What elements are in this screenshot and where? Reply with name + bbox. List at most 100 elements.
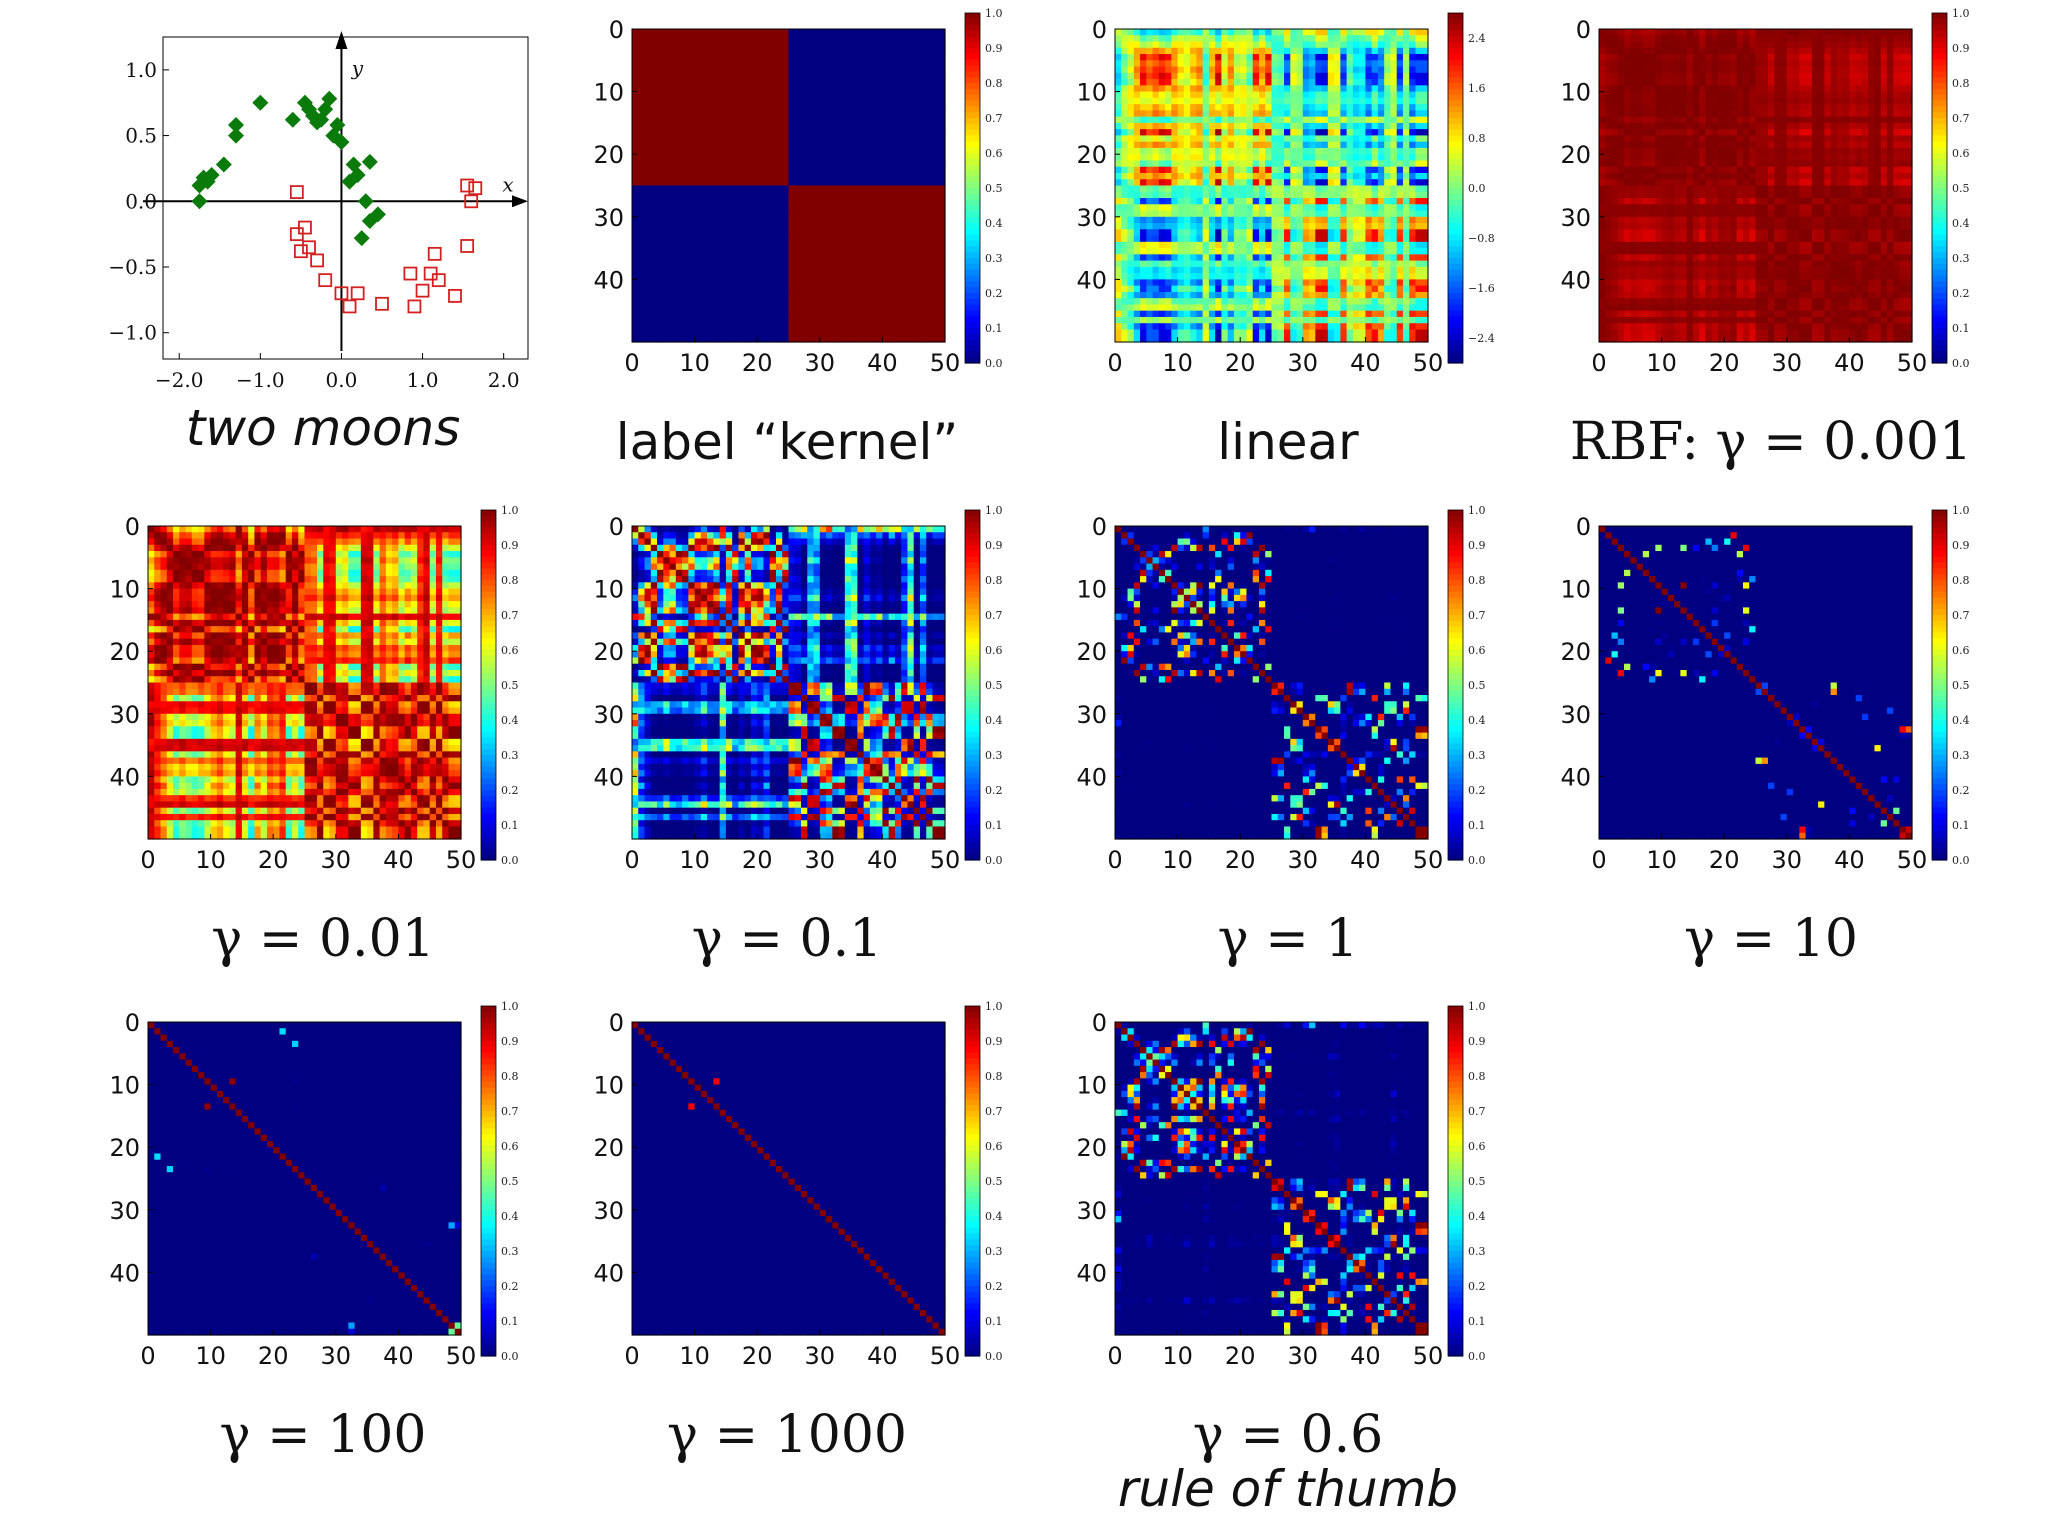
x-tick-label: −2.0	[155, 368, 204, 392]
heatmap-cell	[744, 191, 752, 199]
heatmap-cell	[1277, 285, 1285, 293]
heatmap-cell	[1165, 60, 1172, 68]
heatmap-cell	[1190, 72, 1197, 80]
heatmap-cell	[1158, 316, 1166, 324]
heatmap-cell	[644, 166, 652, 174]
heatmap-cell	[819, 60, 827, 68]
heatmap-cell	[694, 85, 702, 93]
heatmap-cell	[1171, 235, 1179, 243]
heatmap-cell	[807, 291, 815, 299]
heatmap-cell	[863, 160, 871, 168]
heatmap-cell	[700, 72, 708, 80]
heatmap-cell	[1271, 97, 1279, 105]
heatmap-cell	[1158, 204, 1166, 212]
heatmap-cell	[894, 248, 902, 255]
heatmap-cell	[1290, 179, 1298, 187]
heatmap-cell	[801, 160, 808, 168]
heatmap-cell	[1183, 285, 1191, 293]
heatmap-cell	[932, 204, 940, 212]
heatmap-cell	[1290, 298, 1298, 306]
colorbar-segment	[965, 71, 980, 78]
heatmap-cell	[638, 335, 646, 343]
heatmap-cell	[819, 235, 827, 243]
heatmap-cell	[1327, 116, 1335, 124]
heatmap-cell	[1258, 285, 1266, 293]
colorbar-segment	[965, 48, 980, 55]
heatmap-cell	[769, 198, 777, 205]
heatmap-cell	[1240, 35, 1248, 43]
heatmap-cell	[1221, 110, 1229, 118]
heatmap-cell	[913, 323, 921, 331]
heatmap-cell	[844, 122, 852, 130]
heatmap-cell	[644, 104, 652, 111]
heatmap-cell	[1208, 241, 1216, 249]
heatmap-cell	[682, 235, 689, 243]
heatmap-cell	[1227, 35, 1235, 43]
heatmap-cell	[882, 285, 890, 293]
heatmap-cell	[1346, 185, 1354, 193]
colorbar-tick-label: 0.4	[985, 217, 1003, 230]
heatmap-cell	[801, 248, 808, 255]
heatmap-cell	[1158, 166, 1166, 174]
heatmap-cell	[1252, 29, 1260, 36]
heatmap-cell	[644, 29, 652, 36]
heatmap-cell	[1365, 266, 1373, 274]
heatmap-cell	[1233, 147, 1241, 155]
heatmap-cell	[813, 273, 821, 280]
heatmap-cell	[638, 147, 646, 155]
heatmap-cell	[832, 216, 840, 224]
heatmap-cell	[851, 216, 858, 224]
heatmap-cell	[1252, 60, 1260, 68]
heatmap-cell	[1415, 260, 1423, 268]
heatmap-cell	[1196, 54, 1204, 61]
heatmap-cell	[694, 266, 702, 274]
heatmap-cell	[1321, 198, 1329, 205]
heatmap-cell	[1158, 310, 1166, 318]
heatmap-cell	[1221, 254, 1229, 262]
heatmap-cell	[1190, 204, 1197, 212]
heatmap-cell	[1421, 60, 1429, 68]
moon-a-point	[353, 230, 370, 247]
heatmap-cell	[1246, 248, 1254, 255]
heatmap-cell	[794, 60, 802, 68]
heatmap-cell	[750, 135, 758, 143]
heatmap-cell	[882, 122, 890, 130]
heatmap-cell	[794, 66, 802, 74]
heatmap-cell	[907, 198, 915, 205]
heatmap-cell	[1240, 91, 1248, 99]
heatmap-cell	[882, 85, 890, 93]
heatmap-cell	[1271, 141, 1279, 149]
heatmap-cell	[1208, 223, 1216, 230]
heatmap-cell	[894, 310, 902, 318]
heatmap-cell	[882, 198, 890, 205]
heatmap-cell	[826, 72, 833, 80]
heatmap-cell	[757, 266, 765, 274]
colorbar-segment	[965, 223, 980, 230]
heatmap-cell	[926, 179, 934, 187]
heatmap-cell	[1396, 216, 1404, 224]
heatmap-cell	[769, 135, 777, 143]
heatmap-cell	[882, 248, 890, 255]
heatmap-cell	[669, 172, 677, 180]
heatmap-cell	[1165, 47, 1172, 55]
heatmap-cell	[788, 60, 796, 68]
heatmap-cell	[1396, 273, 1404, 280]
heatmap-cell	[719, 47, 727, 55]
heatmap-cell	[857, 291, 865, 299]
heatmap-cell	[919, 260, 927, 268]
heatmap-cell	[1215, 160, 1223, 168]
heatmap-cell	[732, 279, 740, 287]
heatmap-cell	[1240, 179, 1248, 187]
heatmap-panel-label_kernel: 0 10 20 30 40 500102030401.00.90.80.70.60.50.…	[593, 7, 1002, 377]
heatmap-cell	[1121, 116, 1129, 124]
heatmap-cell	[1265, 291, 1273, 299]
heatmap-cell	[801, 304, 808, 312]
heatmap-cell	[1359, 298, 1366, 306]
heatmap-cell	[738, 229, 746, 237]
heatmap-cell	[919, 185, 927, 193]
heatmap-cell	[1227, 223, 1235, 230]
heatmap-cell	[1421, 241, 1429, 249]
heatmap-cell	[738, 72, 746, 80]
heatmap-cell	[769, 160, 777, 168]
heatmap-cell	[1327, 310, 1335, 318]
